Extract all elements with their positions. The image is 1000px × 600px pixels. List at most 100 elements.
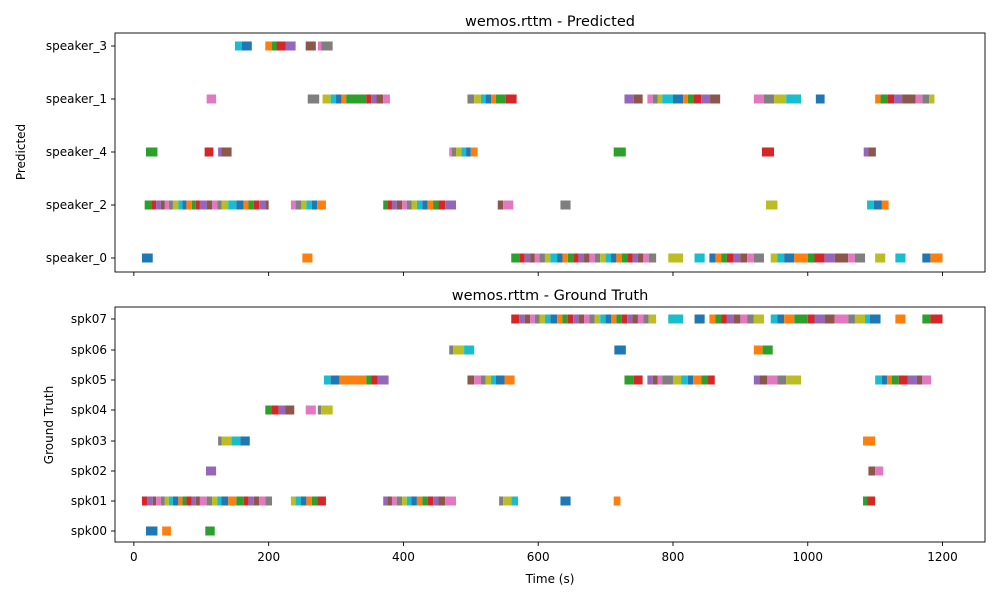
predicted-segment-speaker_1 [662,94,673,104]
ground-truth-segment-spk05 [657,375,663,385]
ground-truth-segment-spk01 [406,496,412,506]
predicted-segment-speaker_1 [902,94,916,104]
ground-truth-segment-spk07 [895,314,906,324]
predicted-segment-speaker_1 [505,94,517,104]
predicted-segment-speaker_0 [524,253,531,263]
predicted-segment-speaker_2 [212,200,218,210]
ground-truth-row-label-spk02: spk02 [71,464,107,478]
predicted-segment-speaker_4 [868,147,876,157]
ground-truth-segment-spk07 [511,314,520,324]
ground-truth-segment-spk01 [560,496,571,506]
ground-truth-segment-spk07 [930,314,943,324]
predicted-segment-speaker_2 [186,200,192,210]
predicted-axes-frame [114,32,986,273]
ground-truth-segment-spk01 [383,496,388,506]
predicted-row-label-speaker_3: speaker_3 [46,39,107,53]
predicted-segment-speaker_2 [396,200,403,210]
predicted-segment-speaker_1 [915,94,923,104]
ground-truth-segment-spk01 [195,496,200,506]
predicted-segments [141,41,943,263]
ground-truth-segment-spk07 [584,314,590,324]
predicted-segment-speaker_2 [503,200,514,210]
predicted-segment-speaker_2 [195,200,200,210]
ground-truth-segment-spk05 [323,375,331,385]
predicted-segment-speaker_0 [777,253,785,263]
predicted-segment-speaker_4 [461,147,467,157]
predicted-segment-speaker_1 [657,94,663,104]
predicted-segment-speaker_1 [480,94,486,104]
ground-truth-xtick-label: 1200 [927,550,958,564]
ground-truth-segment-spk01 [317,496,326,506]
ground-truth-segment-spk05 [624,375,634,385]
predicted-segment-speaker_4 [451,147,456,157]
ground-truth-segment-spk01 [221,496,229,506]
ground-truth-segment-spk05 [916,375,923,385]
ground-truth-segment-spk05 [687,375,694,385]
predicted-segment-speaker_2 [243,200,249,210]
ground-truth-segment-spk06 [753,345,763,355]
predicted-x-ticks [133,272,943,276]
ground-truth-row-label-spk07: spk07 [71,312,107,326]
ground-truth-x-ticks: 0 200 400 600 800 1000 1200 [130,542,958,564]
ground-truth-segment-spk05 [467,375,475,385]
ground-truth-segment-spk07 [627,314,633,324]
predicted-segment-speaker_2 [445,200,456,210]
predicted-segment-speaker_2 [160,200,165,210]
ground-truth-segment-spk01 [503,496,512,506]
predicted-segment-speaker_4 [613,147,626,157]
ground-truth-axes-frame [114,306,986,543]
ground-truth-segment-spk01 [306,496,312,506]
ground-truth-segment-spk02 [875,466,884,476]
ground-truth-row-label-spk05: spk05 [71,373,107,387]
predicted-segment-speaker_0 [557,253,563,263]
ground-truth-segment-spk07 [747,314,754,324]
predicted-segment-speaker_2 [151,200,157,210]
ground-truth-segment-spk01 [206,496,213,506]
predicted-segment-speaker_0 [519,253,525,263]
ground-truth-segment-spk05 [652,375,658,385]
predicted-segment-speaker_2 [867,200,874,210]
ground-truth-segment-spk07 [530,314,535,324]
predicted-segment-speaker_2 [422,200,428,210]
predicted-segment-speaker_0 [600,253,606,263]
ground-truth-segment-spk07 [865,314,870,324]
predicted-segment-speaker_1 [683,94,688,104]
predicted-segment-speaker_1 [880,94,888,104]
ground-truth-segment-spk01 [168,496,173,506]
predicted-segment-speaker_0 [632,253,638,263]
ground-truth-segment-spk01 [445,496,456,506]
ground-truth-segment-spk07 [567,314,574,324]
predicted-segment-speaker_1 [491,94,496,104]
predicted-segment-speaker_2 [156,200,161,210]
predicted-segment-speaker_1 [774,94,787,104]
predicted-segment-speaker_1 [687,94,694,104]
predicted-segment-speaker_2 [765,200,778,210]
predicted-segment-speaker_1 [376,94,384,104]
ground-truth-segment-spk07 [643,314,649,324]
ground-truth-segment-spk07 [794,314,808,324]
ground-truth-segment-spk01 [160,496,165,506]
ground-truth-segment-spk01 [265,496,273,506]
ground-truth-segment-spk01 [152,496,157,506]
ground-truth-segment-spk01 [438,496,446,506]
ground-truth-segment-spk07 [694,314,705,324]
ground-truth-segment-spk05 [708,375,715,385]
predicted-segment-speaker_0 [721,253,727,263]
ground-truth-segment-spk04 [265,405,273,415]
ground-truth-segment-spk01 [191,496,196,506]
ground-truth-segment-spk05 [753,375,760,385]
predicted-row-label-speaker_2: speaker_2 [46,198,107,212]
predicted-segment-speaker_0 [573,253,579,263]
predicted-segment-speaker_2 [164,200,169,210]
ground-truth-segment-spk05 [786,375,802,385]
ground-truth-segment-spk05 [371,375,378,385]
predicted-segment-speaker_1 [346,94,367,104]
ground-truth-segment-spk05 [875,375,882,385]
ground-truth-segment-spk07 [668,314,684,324]
ground-truth-segment-spk02 [868,466,876,476]
predicted-segment-speaker_4 [221,147,232,157]
predicted-segment-speaker_2 [206,200,213,210]
ground-truth-xtick-label: 800 [662,550,685,564]
predicted-segment-speaker_3 [321,41,333,51]
predicted-segment-speaker_2 [182,200,187,210]
